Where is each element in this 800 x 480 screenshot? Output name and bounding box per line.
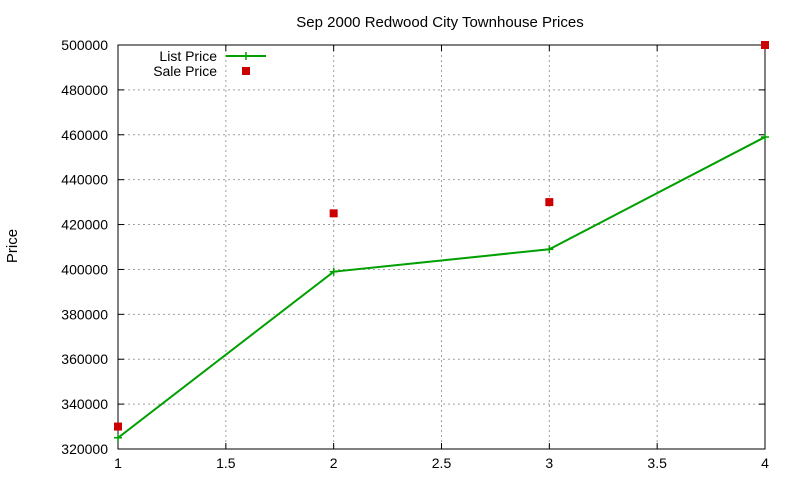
data-point-sale-price: [545, 198, 554, 207]
legend: List Price Sale Price: [153, 48, 266, 79]
x-tick-label: 4: [761, 455, 769, 471]
x-tick-label: 1: [114, 455, 122, 471]
legend-label-list-price: List Price: [159, 48, 217, 64]
y-tick-label: 380000: [61, 306, 108, 322]
y-tick-label: 340000: [61, 396, 108, 412]
y-tick-label: 420000: [61, 217, 108, 233]
legend-sample-list-price-marker: [242, 52, 250, 60]
x-tick-label: 3.5: [647, 455, 667, 471]
y-tick-label: 460000: [61, 127, 108, 143]
x-tick-label: 2: [330, 455, 338, 471]
y-tick-label: 500000: [61, 37, 108, 53]
series-layer: [114, 41, 769, 442]
data-point-list-price: [114, 433, 122, 442]
x-tick-label: 2.5: [432, 455, 452, 471]
axis-ticks: 1 1.5 2 2.5 3 3.5 4 320000 340000 360000 380000 400…: [61, 37, 769, 471]
data-point-list-price: [329, 267, 338, 276]
data-point-list-price: [545, 245, 554, 254]
data-point-sale-price: [114, 422, 122, 431]
chart-title: Sep 2000 Redwood City Townhouse Prices: [296, 14, 583, 31]
series-line-list-price: [117, 136, 766, 439]
y-tick-label: 320000: [61, 441, 108, 457]
grid-lines: [118, 45, 765, 449]
y-tick-label: 480000: [61, 82, 108, 98]
y-axis-label: Price: [4, 229, 21, 263]
legend-label-sale-price: Sale Price: [153, 63, 217, 79]
data-point-sale-price: [329, 209, 338, 218]
y-tick-label: 360000: [61, 351, 108, 367]
x-tick-label: 3: [545, 455, 553, 471]
y-tick-label: 440000: [61, 172, 108, 188]
data-point-sale-price: [761, 41, 769, 49]
data-point-list-price: [761, 133, 769, 142]
x-tick-label: 1.5: [216, 455, 236, 471]
y-tick-label: 400000: [61, 261, 108, 277]
legend-sample-sale-price-marker: [242, 67, 250, 75]
